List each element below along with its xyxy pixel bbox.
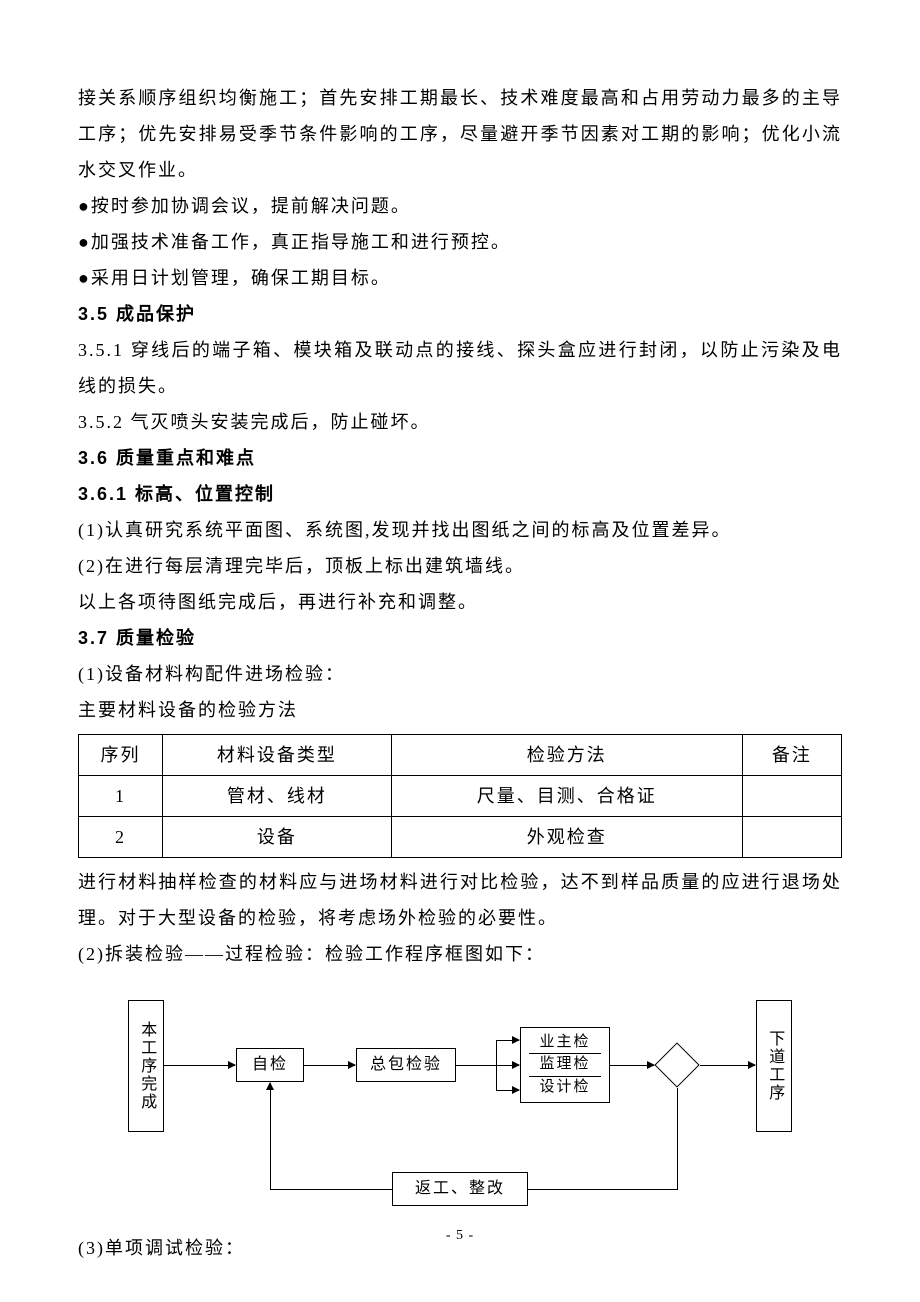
paragraph: ●加强技术准备工作，真正指导施工和进行预控。 — [78, 224, 842, 260]
flowchart-edge — [496, 1040, 519, 1041]
paragraph: 3.5.2 气灭喷头安装完成后，防止碰坏。 — [78, 404, 842, 440]
flowchart-node-decision — [654, 1042, 699, 1087]
paragraph: (1)认真研究系统平面图、系统图,发现并找出图纸之间的标高及位置差异。 — [78, 512, 842, 548]
paragraph: 主要材料设备的检验方法 — [78, 692, 842, 728]
heading-3-6-1: 3.6.1 标高、位置控制 — [78, 476, 842, 512]
heading-3-7: 3.7 质量检验 — [78, 620, 842, 656]
table-header-cell: 材料设备类型 — [162, 735, 391, 776]
flowchart-edge — [610, 1065, 654, 1066]
table-cell: 1 — [79, 776, 163, 817]
flowchart-node-supervise-check: 监理检 — [529, 1053, 601, 1077]
flowchart-edge — [496, 1065, 519, 1066]
paragraph: 接关系顺序组织均衡施工；首先安排工期最长、技术难度最高和占用劳动力最多的主导工序… — [78, 80, 842, 188]
flowchart-node-rework: 返工、整改 — [392, 1172, 528, 1206]
flowchart-node-design-check: 设计检 — [529, 1077, 601, 1099]
flowchart-node-start: 本工序完成 — [128, 1000, 164, 1132]
paragraph: ●按时参加协调会议，提前解决问题。 — [78, 188, 842, 224]
flowchart-node-main-check: 总包检验 — [356, 1048, 456, 1082]
flowchart-node-owner-check: 业主检 — [529, 1032, 601, 1054]
heading-3-6: 3.6 质量重点和难点 — [78, 440, 842, 476]
paragraph: (2)拆装检验——过程检验：检验工作程序框图如下： — [78, 936, 842, 972]
table-cell — [742, 776, 841, 817]
page-number: - 5 - — [0, 1222, 920, 1250]
table-cell: 管材、线材 — [162, 776, 391, 817]
flowchart-edge — [677, 1088, 678, 1189]
table-header-cell: 备注 — [742, 735, 841, 776]
paragraph: 3.5.1 穿线后的端子箱、模块箱及联动点的接线、探头盒应进行封闭，以防止污染及… — [78, 332, 842, 404]
paragraph: ●采用日计划管理，确保工期目标。 — [78, 260, 842, 296]
paragraph: (1)设备材料构配件进场检验： — [78, 656, 842, 692]
flowchart-node-review: 业主检 监理检 设计检 — [520, 1027, 610, 1103]
table-row: 1 管材、线材 尺量、目测、合格证 — [79, 776, 842, 817]
flowchart-edge — [700, 1065, 755, 1066]
flowchart-edge — [528, 1189, 678, 1190]
flowchart-edge — [270, 1083, 271, 1190]
table-cell: 2 — [79, 817, 163, 858]
table-header-cell: 序列 — [79, 735, 163, 776]
heading-3-5: 3.5 成品保护 — [78, 296, 842, 332]
flowchart-node-self-check: 自检 — [236, 1048, 304, 1082]
table-cell — [742, 817, 841, 858]
flowchart-edge — [164, 1065, 235, 1066]
paragraph: (2)在进行每层清理完毕后，顶板上标出建筑墙线。 — [78, 548, 842, 584]
table-cell: 尺量、目测、合格证 — [391, 776, 742, 817]
table-header-cell: 检验方法 — [391, 735, 742, 776]
table-header-row: 序列 材料设备类型 检验方法 备注 — [79, 735, 842, 776]
table-cell: 设备 — [162, 817, 391, 858]
flowchart-edge — [456, 1065, 496, 1066]
paragraph: 进行材料抽样检查的材料应与进场材料进行对比检验，达不到样品质量的应进行退场处理。… — [78, 864, 842, 936]
table-cell: 外观检查 — [391, 817, 742, 858]
inspection-flowchart: 本工序完成 自检 总包检验 业主检 监理检 设计检 下道工序 返工、整改 — [88, 1000, 848, 1230]
table-row: 2 设备 外观检查 — [79, 817, 842, 858]
flowchart-edge — [270, 1189, 392, 1190]
flowchart-node-next: 下道工序 — [756, 1000, 792, 1132]
inspection-methods-table: 序列 材料设备类型 检验方法 备注 1 管材、线材 尺量、目测、合格证 2 设备… — [78, 734, 842, 858]
flowchart-edge — [304, 1065, 355, 1066]
flowchart-edge — [496, 1090, 519, 1091]
paragraph: 以上各项待图纸完成后，再进行补充和调整。 — [78, 584, 842, 620]
